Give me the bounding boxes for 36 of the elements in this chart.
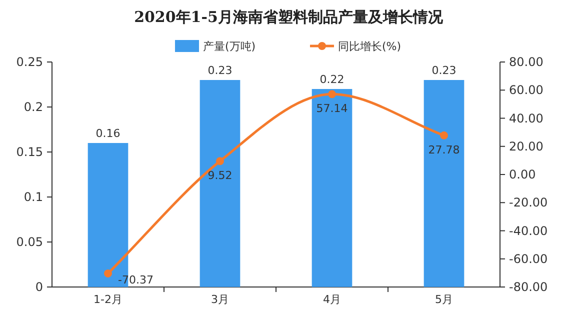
y-tick-label: 0.15 [16, 145, 43, 159]
y2-tick-label: -40.00 [509, 224, 548, 238]
data-label: 0.16 [96, 127, 120, 140]
y2-tick-label: -20.00 [509, 196, 548, 210]
data-label: 27.78 [428, 143, 460, 156]
y-tick-label: 0.1 [24, 190, 43, 204]
y2-tick-label: 0.00 [509, 168, 536, 182]
data-label: 0.23 [432, 64, 456, 77]
x-tick-label: 4月 [323, 293, 341, 306]
y-tick-label: 0 [35, 280, 43, 294]
legend-label: 产量(万吨) [203, 40, 256, 53]
x-tick-label: 1-2月 [94, 293, 122, 306]
point [328, 90, 336, 98]
point [440, 131, 448, 140]
point [104, 269, 112, 278]
data-label: 9.52 [208, 169, 232, 182]
data-label: 0.22 [320, 73, 344, 86]
y2-tick-label: 40.00 [509, 111, 544, 126]
y2-tick-label: -80.00 [509, 280, 548, 294]
point [216, 157, 224, 166]
x-tick-label: 5月 [435, 293, 453, 306]
y-tick-label: 0.25 [16, 55, 43, 69]
data-label: 0.23 [208, 64, 232, 77]
y2-tick-label: 80.00 [509, 55, 544, 69]
y-tick-label: 0.05 [16, 235, 43, 249]
chart-title: 2020年1-5月海南省塑料制品产量及增长情况 [134, 8, 444, 26]
x-tick-label: 3月 [211, 293, 229, 306]
data-label: 57.14 [316, 102, 348, 116]
y2-tick-label: -60.00 [509, 252, 548, 266]
y2-tick-label: 20.00 [509, 139, 544, 154]
bar [312, 89, 352, 287]
bar [200, 80, 240, 287]
legend-label: 同比增长(%) [338, 40, 402, 53]
bar [424, 80, 464, 287]
y-tick-label: 0.2 [24, 100, 43, 114]
y2-tick-label: 60.00 [509, 83, 544, 98]
